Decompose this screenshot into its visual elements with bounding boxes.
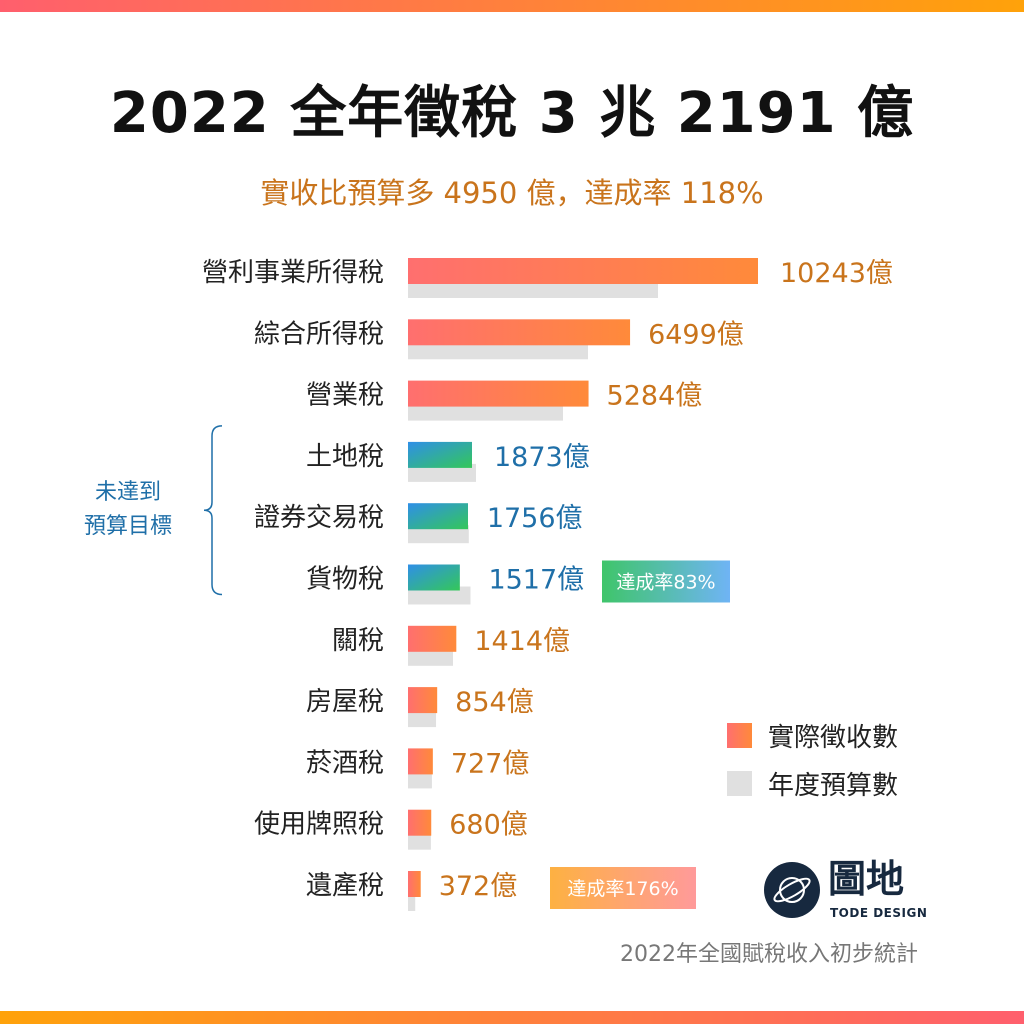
category-label: 證券交易稅 [254, 503, 384, 533]
value-label: 680億 [449, 810, 528, 841]
actual-bar [408, 687, 438, 714]
category-label: 遺產稅 [306, 871, 384, 901]
budget-bar [408, 831, 431, 850]
legend-swatch-actual [727, 723, 752, 748]
source-note: 2022年全國賦稅收入初步統計 [620, 942, 918, 967]
value-label: 1873億 [494, 442, 590, 473]
achievement-badge [550, 867, 696, 909]
group-label-line2: 預算目標 [83, 514, 172, 540]
budget-bar [408, 709, 437, 728]
chart-subtitle: 實收比預算多 4950 億，達成率 118% [260, 176, 764, 210]
category-label: 營業稅 [306, 381, 384, 411]
actual-bar [408, 503, 469, 530]
category-label: 貨物稅 [306, 565, 384, 595]
budget-bar [408, 647, 454, 666]
category-label: 關稅 [332, 626, 384, 656]
actual-bar [408, 871, 421, 897]
value-label: 5284億 [607, 381, 703, 412]
value-label: 854億 [455, 687, 534, 718]
legend-swatch-budget [727, 771, 752, 796]
value-label: 6499億 [648, 319, 744, 350]
budget-bar [408, 402, 563, 421]
budget-bar [408, 770, 432, 789]
logo-name: 圖地 [828, 857, 905, 901]
logo: 圖地 TODE DESIGN [764, 857, 928, 922]
legend-label-actual: 實際徵收數 [768, 723, 898, 753]
logo-subtitle: TODE DESIGN [830, 906, 928, 920]
achievement-badge [602, 560, 730, 603]
budget-bar [408, 463, 476, 482]
bottom-gradient-band [0, 1011, 1024, 1024]
actual-bar [408, 809, 432, 836]
actual-bar [408, 258, 758, 284]
planet-icon [764, 862, 820, 918]
achievement-badge-text: 達成率83% [616, 572, 715, 594]
budget-bar [408, 893, 416, 911]
actual-bar [408, 748, 433, 775]
top-gradient-band [0, 0, 1024, 12]
actual-bar [408, 319, 631, 346]
actual-bar [408, 564, 460, 591]
chart-title: 2022 全年徵稅 3 兆 2191 億 [109, 81, 915, 146]
category-label: 菸酒稅 [306, 748, 384, 778]
actual-bar [408, 441, 472, 468]
below-budget-group-label: 未達到 預算目標 [58, 476, 198, 544]
category-label: 營利事業所得稅 [202, 258, 384, 288]
value-label: 10243億 [780, 258, 893, 289]
budget-bar [408, 586, 471, 605]
legend-label-budget: 年度預算數 [768, 771, 898, 801]
value-label: 372億 [439, 871, 518, 902]
category-label: 使用牌照稅 [254, 810, 384, 840]
budget-bar [408, 525, 469, 544]
actual-bar [408, 625, 457, 652]
value-label: 727億 [451, 748, 530, 779]
value-label: 1414億 [474, 626, 570, 657]
budget-bar [408, 280, 658, 298]
budget-bar [408, 341, 589, 360]
value-label: 1517億 [488, 565, 584, 596]
achievement-badge-text: 達成率176% [567, 878, 678, 900]
group-bracket [203, 425, 223, 596]
group-label-line1: 未達到 [94, 480, 161, 506]
value-label: 1756億 [487, 503, 583, 534]
category-label: 土地稅 [306, 442, 384, 472]
category-label: 房屋稅 [306, 687, 384, 717]
actual-bar [408, 380, 589, 407]
category-label: 綜合所得稅 [254, 319, 384, 349]
